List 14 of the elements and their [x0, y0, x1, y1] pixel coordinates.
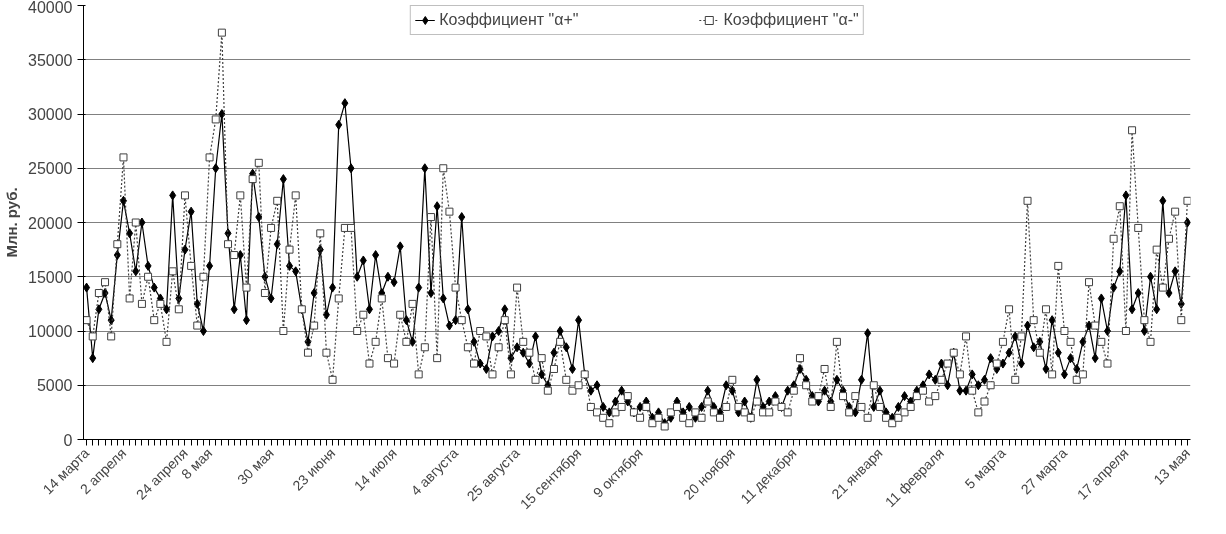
- y-tick-label: 35000: [28, 51, 73, 69]
- y-tick-label: 25000: [28, 160, 73, 178]
- y-tick-label: 0: [63, 431, 73, 449]
- legend-label: Коэффициент "α+": [439, 11, 579, 29]
- x-tick-label: 13 мая: [1150, 444, 1194, 488]
- y-axis-title: Млн. руб.: [3, 187, 21, 258]
- y-tick-label: 15000: [28, 268, 73, 286]
- legend-label: Коэффициент "α-": [723, 11, 859, 29]
- y-tick-label: 20000: [28, 214, 73, 232]
- y-tick-label: 10000: [28, 323, 73, 340]
- y-tick-label: 30000: [28, 106, 73, 123]
- y-tick-label: 40000: [28, 0, 73, 16]
- x-tick-label: 30 мая: [233, 444, 277, 488]
- y-tick-label: 5000: [36, 377, 73, 395]
